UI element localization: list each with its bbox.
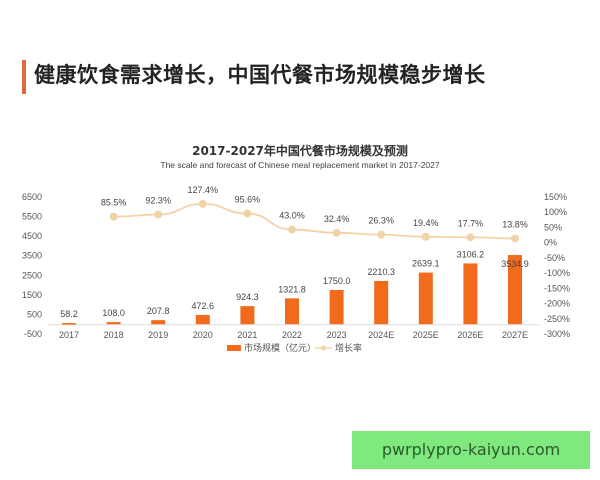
x-axis-tick: 2021: [237, 330, 257, 340]
growth-rate-point: [332, 228, 341, 237]
growth-rate-point: [511, 234, 519, 243]
left-axis-tick: 6500: [22, 192, 42, 202]
right-axis-tick: -250%: [544, 314, 570, 324]
bar-data-label: 3534.9: [501, 259, 529, 269]
line-data-label: 26.3%: [368, 216, 394, 226]
chart-subtitle: The scale and forecast of Chinese meal r…: [160, 160, 440, 170]
bar: [329, 289, 344, 325]
x-axis-tick: 2025E: [413, 330, 439, 340]
right-axis-tick: 100%: [544, 207, 567, 217]
right-axis-tick: 150%: [544, 192, 567, 202]
bar-data-label: 108.0: [102, 308, 125, 318]
bar-data-label: 2210.3: [367, 267, 395, 277]
bar-data-label: 472.6: [192, 301, 215, 311]
x-axis-tick: 2024E: [368, 330, 394, 340]
legend-line-marker: [321, 345, 326, 351]
x-axis-tick: 2026E: [457, 330, 483, 340]
legend-line-label: 增长率: [335, 342, 362, 353]
right-axis-tick: -150%: [544, 283, 570, 293]
growth-rate-line: [113, 202, 516, 240]
bar: [240, 306, 255, 325]
line-data-label: 127.4%: [188, 185, 219, 195]
bar: [508, 255, 522, 325]
bar-data-label: 2639.1: [412, 259, 440, 269]
x-axis-tick: 2022: [282, 330, 302, 340]
left-axis-tick: 500: [27, 309, 42, 319]
left-axis-tick: 1500: [22, 290, 42, 300]
bar: [374, 280, 389, 325]
x-axis-tick: 2023: [327, 330, 347, 340]
x-axis-tick: 2020: [193, 330, 213, 340]
right-axis-tick: 0%: [544, 238, 557, 248]
bar: [463, 263, 478, 325]
growth-rate-point: [288, 225, 296, 234]
bar: [195, 314, 210, 325]
line-data-label: 19.4%: [413, 218, 439, 228]
page-headline: 健康饮食需求增长，中国代餐市场规模稳步增长: [34, 63, 486, 87]
line-data-label: 32.4%: [324, 214, 350, 224]
bar: [285, 298, 299, 325]
bar-data-label: 924.3: [236, 292, 259, 302]
left-axis-tick: 2500: [22, 270, 42, 280]
x-axis-tick: 2027E: [502, 330, 528, 340]
legend-bar-swatch: [227, 345, 241, 351]
line-data-label: 17.7%: [458, 218, 484, 228]
right-axis-tick: -100%: [544, 268, 570, 278]
left-axis-tick: 4500: [22, 231, 42, 241]
right-axis-tick: -200%: [544, 299, 570, 309]
watermark: pwrplypro-kaiyun.com: [352, 431, 590, 469]
right-axis-tick: -300%: [544, 329, 570, 339]
chart-title: 2017-2027年中国代餐市场规模及预测: [192, 144, 408, 158]
right-axis-tick: 50%: [544, 222, 562, 232]
growth-rate-point: [421, 232, 430, 241]
bar-data-label: 207.8: [147, 306, 170, 316]
growth-rate-point: [466, 233, 475, 242]
growth-rate-point: [109, 212, 118, 221]
growth-rate-point: [154, 210, 163, 219]
right-axis-tick: -50%: [544, 253, 565, 263]
left-axis-tick: -500: [24, 329, 42, 339]
bar: [106, 322, 121, 325]
growth-rate-point: [243, 209, 252, 218]
bar-data-label: 3106.2: [457, 249, 485, 259]
bar-data-label: 1321.8: [278, 284, 306, 294]
x-axis-tick: 2017: [59, 330, 79, 340]
bar: [151, 320, 166, 325]
bar: [62, 323, 76, 325]
line-data-label: 85.5%: [101, 198, 127, 208]
left-axis-tick: 5500: [22, 212, 42, 222]
growth-rate-point: [198, 199, 207, 208]
legend-bar-label: 市场规模（亿元）: [244, 342, 316, 353]
bar-data-label: 1750.0: [323, 276, 351, 286]
line-data-label: 92.3%: [145, 196, 171, 206]
bar: [418, 272, 433, 325]
bar-data-label: 58.2: [60, 309, 78, 319]
growth-rate-point: [377, 230, 386, 239]
line-data-label: 95.6%: [235, 195, 261, 205]
line-data-label: 43.0%: [279, 211, 305, 221]
headline-accent-bar: [22, 60, 26, 94]
x-axis-tick: 2019: [148, 330, 168, 340]
left-axis-tick: 3500: [22, 251, 42, 261]
x-axis-tick: 2018: [104, 330, 124, 340]
line-data-label: 13.8%: [502, 219, 528, 229]
